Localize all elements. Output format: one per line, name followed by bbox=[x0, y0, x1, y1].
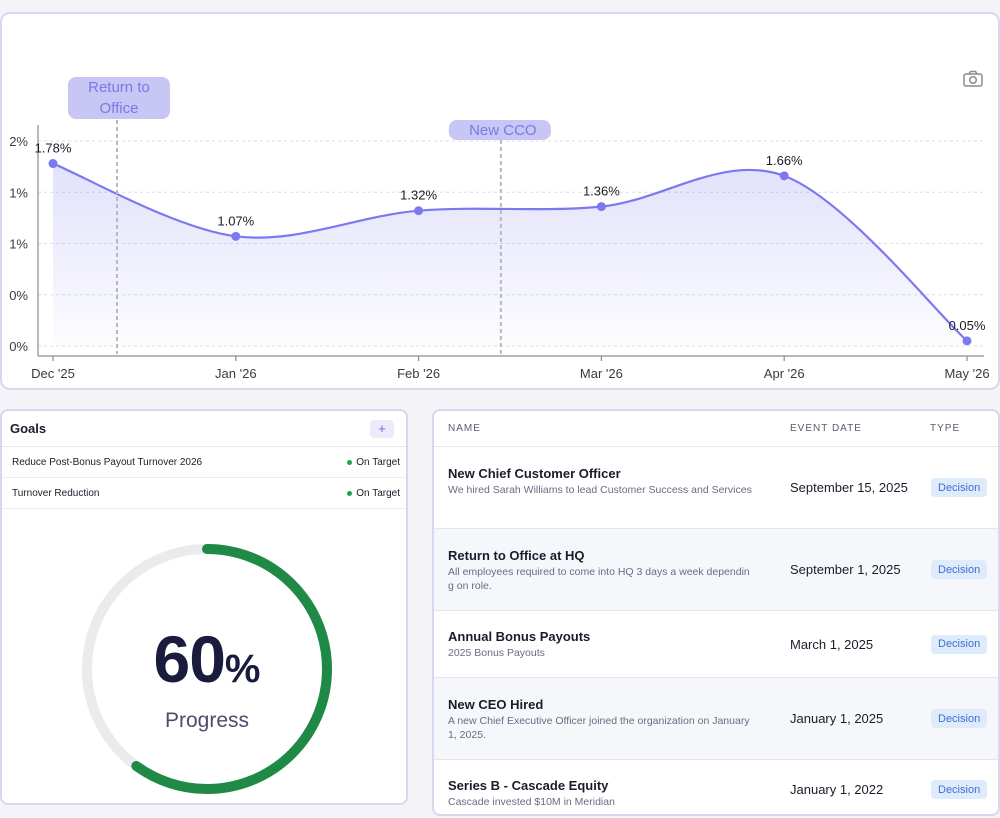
data-point bbox=[962, 336, 972, 346]
progress-label: Progress bbox=[164, 709, 250, 732]
y-tick-label: 0% bbox=[9, 339, 28, 354]
events-table: NAME EVENT DATE TYPE New Chief Customer … bbox=[432, 409, 1000, 816]
column-header-name[interactable]: NAME bbox=[448, 423, 481, 434]
x-tick-label: May '26 bbox=[944, 366, 989, 381]
table-row[interactable]: Return to Office at HQ All employees requ… bbox=[434, 529, 998, 611]
event-title: New CEO Hired bbox=[448, 697, 544, 712]
goals-title: Goals bbox=[10, 421, 47, 436]
goal-status-label: On Target bbox=[356, 456, 400, 468]
data-point bbox=[596, 202, 606, 212]
camera-icon[interactable] bbox=[960, 66, 986, 92]
data-point bbox=[414, 206, 424, 216]
goal-name: Turnover Reduction bbox=[12, 487, 100, 499]
type-badge: Decision bbox=[931, 560, 988, 579]
event-title: Series B - Cascade Equity bbox=[448, 778, 609, 793]
goal-row[interactable]: Reduce Post-Bonus Payout Turnover 2026 O… bbox=[2, 447, 406, 478]
event-title: New Chief Customer Officer bbox=[448, 466, 621, 481]
column-header-date[interactable]: EVENT DATE bbox=[790, 423, 862, 434]
event-title: Annual Bonus Payouts bbox=[448, 629, 591, 644]
data-label: 1.32% bbox=[400, 188, 437, 203]
x-tick-label: Dec '25 bbox=[31, 366, 75, 381]
event-description: All employees required to come into HQ 3… bbox=[448, 566, 750, 592]
progress-value: 60% bbox=[82, 621, 332, 697]
annotation-box bbox=[448, 120, 551, 140]
type-badge: Decision bbox=[931, 634, 988, 654]
goal-status: On Target bbox=[347, 488, 400, 499]
table-row[interactable]: Annual Bonus Payouts 2025 Bonus Payouts Ma… bbox=[434, 611, 998, 678]
annotation-label: Return to bbox=[88, 79, 150, 96]
x-tick-label: Jan '26 bbox=[215, 366, 257, 381]
data-point bbox=[231, 231, 241, 241]
type-badge: Decision bbox=[931, 478, 988, 497]
table-row[interactable]: New CEO Hired A new Chief Executive Offic… bbox=[434, 678, 998, 760]
table-row[interactable]: New Chief Customer Officer We hired Sarah… bbox=[434, 447, 998, 529]
annotation-label: New CCO bbox=[469, 122, 537, 139]
progress-unit: % bbox=[224, 647, 261, 691]
table-body: New Chief Customer Officer We hired Sarah… bbox=[434, 447, 998, 814]
series-area bbox=[53, 163, 967, 346]
status-dot-icon bbox=[347, 490, 353, 496]
y-tick-label: 0% bbox=[9, 288, 28, 303]
type-badge: Decision bbox=[931, 709, 988, 728]
data-label: 1.66% bbox=[766, 153, 803, 168]
goal-status: On Target bbox=[347, 457, 400, 468]
y-tick-label: 1% bbox=[9, 185, 28, 200]
data-label: 1.78% bbox=[35, 141, 72, 156]
add-goal-button[interactable]: + bbox=[370, 419, 394, 438]
event-description: We hired Sarah Williams to lead Customer… bbox=[448, 484, 752, 496]
annotation-box bbox=[67, 77, 170, 119]
goal-status-label: On Target bbox=[356, 487, 400, 499]
goals-header: Goals + bbox=[2, 411, 406, 447]
data-point bbox=[779, 171, 789, 181]
event-title: Return to Office at HQ bbox=[448, 548, 585, 563]
gauge-fill bbox=[82, 544, 332, 794]
event-date: March 1, 2025 bbox=[790, 636, 874, 652]
column-header-type[interactable]: TYPE bbox=[930, 423, 961, 434]
y-tick-label: 1% bbox=[9, 237, 28, 252]
goal-row[interactable]: Turnover Reduction On Target bbox=[2, 478, 406, 509]
goals-card: Goals + Reduce Post-Bonus Payout Turnove… bbox=[0, 409, 408, 805]
data-label: 1.36% bbox=[583, 184, 620, 199]
line-chart: 2%1%1%0%0%Dec '25 Jan '26 Feb '26 Mar '26 Ap… bbox=[9, 77, 990, 381]
annotation-label: Office bbox=[100, 100, 139, 117]
event-date: September 15, 2025 bbox=[790, 480, 908, 495]
event-date: January 1, 2025 bbox=[790, 711, 884, 726]
progress-gauge bbox=[82, 544, 332, 794]
y-tick-label: 2% bbox=[9, 134, 28, 149]
progress-number: 60 bbox=[153, 622, 226, 696]
x-tick-label: Mar '26 bbox=[580, 366, 623, 381]
event-description: Cascade invested $10M in Meridian bbox=[448, 796, 615, 808]
x-tick-label: Apr '26 bbox=[764, 366, 805, 381]
goal-name: Reduce Post-Bonus Payout Turnover 2026 bbox=[12, 456, 203, 468]
type-badge: Decision bbox=[931, 780, 988, 799]
x-tick-label: Feb '26 bbox=[397, 366, 440, 381]
data-label: 1.07% bbox=[217, 213, 254, 228]
series-line bbox=[52, 162, 968, 342]
event-date: September 1, 2025 bbox=[790, 562, 901, 577]
data-label: 0.05% bbox=[949, 318, 986, 333]
status-dot-icon bbox=[347, 459, 353, 465]
table-header: NAME EVENT DATE TYPE bbox=[434, 411, 998, 447]
event-date: January 1, 2022 bbox=[790, 782, 884, 797]
data-point bbox=[48, 159, 58, 169]
event-description: 2025 Bonus Payouts bbox=[448, 647, 545, 659]
event-description: A new Chief Executive Officer joined the… bbox=[448, 715, 750, 741]
table-row[interactable]: Series B - Cascade Equity Cascade investe… bbox=[434, 760, 998, 814]
